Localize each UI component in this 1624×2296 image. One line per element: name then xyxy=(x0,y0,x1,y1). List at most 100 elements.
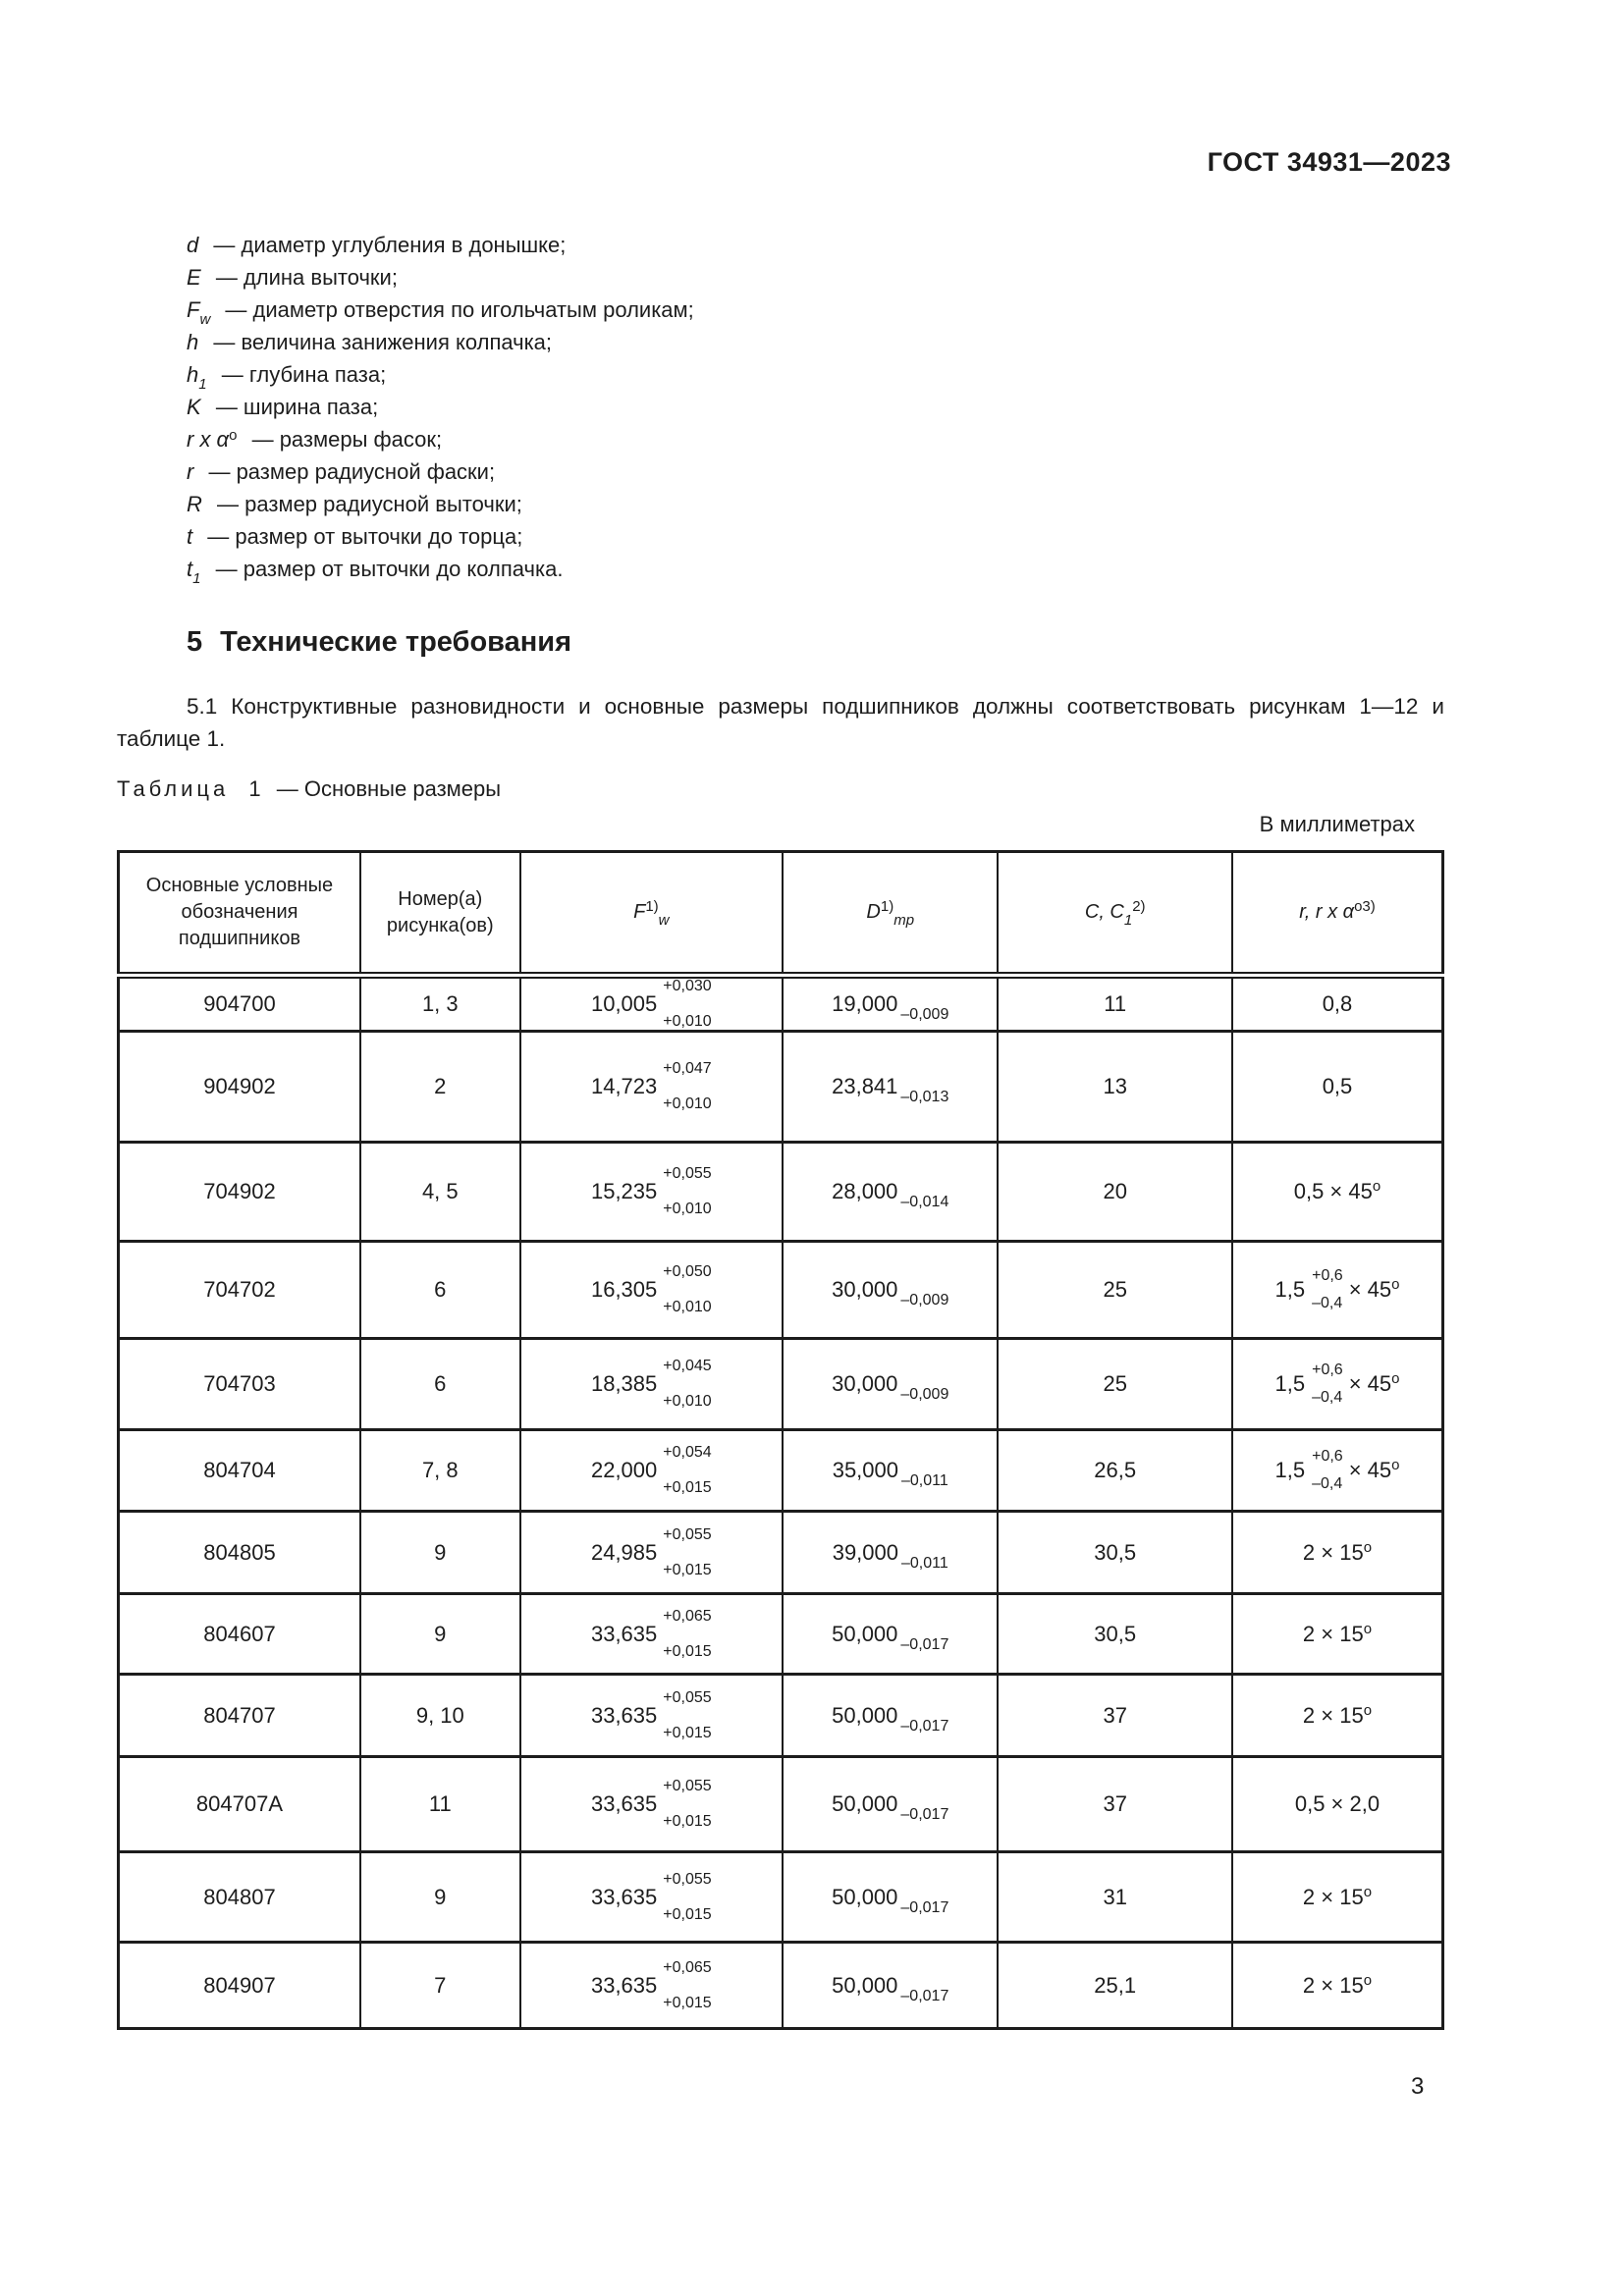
cell-f-diameter: 18,385 +0,045 +0,010 xyxy=(518,1337,785,1431)
definition-item: h — величина занижения колпачка; xyxy=(187,326,694,358)
cell-chamfer: 0,5 xyxy=(1230,1030,1444,1144)
cell-c-width: 20 xyxy=(997,1141,1233,1243)
f-tolerance: +0,054 +0,015 xyxy=(663,1445,711,1496)
d-tolerance: –0,017 xyxy=(900,1987,949,2004)
f-tolerance-lower: +0,010 xyxy=(663,1393,712,1410)
d-tolerance: –0,009 xyxy=(900,1006,949,1024)
f-tolerance-lower: +0,015 xyxy=(663,1479,712,1496)
f-value: 10,005 xyxy=(590,991,658,1016)
f-tolerance: +0,055 +0,015 xyxy=(663,1779,711,1830)
d-tolerance: –0,017 xyxy=(900,1717,949,1735)
definition-item: t — размер от выточки до торца; xyxy=(187,520,694,553)
degree-sign: o xyxy=(1391,1275,1400,1293)
f-tolerance-upper: +0,055 xyxy=(663,1525,712,1543)
table-header-row: Основные условные обозначения подшипнико… xyxy=(117,850,1444,979)
degree-sign: o xyxy=(1372,1178,1381,1196)
cell-d-diameter: 50,000 –0,017 xyxy=(781,1850,1000,1944)
f-tolerance-lower: +0,015 xyxy=(663,1561,712,1578)
f-tolerance-upper: +0,055 xyxy=(663,1688,712,1706)
d-tolerance: –0,009 xyxy=(900,1386,949,1404)
table-row: 804607 9 33,635 +0,065 +0,015 50,000 –0,017… xyxy=(117,1592,1444,1676)
chamfer-value: 1,5 xyxy=(1274,1458,1306,1482)
table-row: 904902 2 14,723 +0,047 +0,010 23,841 –0,013… xyxy=(117,1030,1444,1144)
f-tolerance-lower: +0,015 xyxy=(663,1905,712,1923)
cell-figure-number: 7 xyxy=(358,1941,521,2030)
d-tolerance: –0,017 xyxy=(900,1635,949,1653)
cell-d-diameter: 50,000 –0,017 xyxy=(781,1592,1000,1676)
f-value: 33,635 xyxy=(590,1621,658,1646)
cell-c-width: 31 xyxy=(997,1850,1233,1944)
section-heading: 5 Технические требования xyxy=(187,626,571,659)
f-tolerance: +0,047 +0,010 xyxy=(663,1061,711,1112)
definition-item: R — размер радиусной выточки; xyxy=(187,488,694,520)
header-chamfer: r, r x αo3) xyxy=(1230,850,1444,979)
cell-f-diameter: 33,635 +0,065 +0,015 xyxy=(518,1941,785,2030)
cell-c-width: 25,1 xyxy=(997,1941,1233,2030)
cell-chamfer: 0,5 × 45o xyxy=(1230,1141,1444,1243)
dimensions-table: Основные условные обозначения подшипнико… xyxy=(117,850,1444,2030)
cell-figure-number: 4, 5 xyxy=(358,1141,521,1243)
cell-d-diameter: 23,841 –0,013 xyxy=(781,1030,1000,1144)
cell-d-diameter: 19,000 –0,009 xyxy=(781,974,1000,1033)
f-tolerance-upper: +0,054 xyxy=(663,1444,712,1461)
page-number: 3 xyxy=(1411,2073,1425,2100)
f-tolerance-upper: +0,047 xyxy=(663,1060,712,1077)
f-tolerance: +0,055 +0,010 xyxy=(663,1166,711,1217)
cell-c-width: 37 xyxy=(997,1673,1233,1758)
chamfer-angle: × 45 xyxy=(1348,1458,1392,1482)
cell-f-diameter: 33,635 +0,055 +0,015 xyxy=(518,1673,785,1758)
cell-figure-number: 7, 8 xyxy=(358,1428,521,1513)
cell-designation: 804707 xyxy=(117,1673,361,1758)
cell-chamfer: 0,5 × 2,0 xyxy=(1230,1755,1444,1853)
f-tolerance-lower: +0,010 xyxy=(663,1201,712,1217)
cell-figure-number: 6 xyxy=(358,1337,521,1431)
definitions-list: d — диаметр углубления в донышке; E — дл… xyxy=(187,229,694,587)
cell-designation: 704703 xyxy=(117,1337,361,1431)
definition-symbol: Fw xyxy=(187,297,211,328)
cell-f-diameter: 16,305 +0,050 +0,010 xyxy=(518,1240,785,1340)
f-tolerance: +0,055 +0,015 xyxy=(663,1870,712,1923)
cell-chamfer: 2 × 15o xyxy=(1230,1510,1444,1595)
chamfer-tolerance-upper: +0,6 xyxy=(1312,1267,1343,1284)
definition-item: d — диаметр углубления в донышке; xyxy=(187,229,694,261)
chamfer-value: 2 × 15 xyxy=(1302,1703,1364,1729)
chamfer-value: 2 × 15 xyxy=(1302,1973,1364,1999)
f-tolerance-upper: +0,055 xyxy=(663,1870,712,1888)
chamfer-tolerance-lower: –0,4 xyxy=(1312,1475,1343,1492)
f-tolerance-upper: +0,055 xyxy=(663,1778,712,1794)
cell-f-diameter: 33,635 +0,065 +0,015 xyxy=(518,1592,785,1676)
table-row: 904700 1, 3 10,005 +0,030 +0,010 19,000 –0,… xyxy=(117,974,1444,1033)
f-tolerance-lower: +0,010 xyxy=(663,1095,712,1112)
f-tolerance: +0,055 +0,015 xyxy=(663,1525,712,1578)
cell-chamfer: 2 × 15o xyxy=(1230,1673,1444,1758)
d-value: 35,000 xyxy=(832,1458,898,1483)
d-value: 50,000 xyxy=(832,1622,898,1647)
chamfer-value: 2 × 15 xyxy=(1302,1622,1364,1647)
degree-sign: o xyxy=(1363,1883,1373,1900)
d-tolerance: –0,011 xyxy=(901,1472,948,1490)
definition-text: — длина выточки; xyxy=(215,265,398,290)
d-value: 50,000 xyxy=(832,1885,898,1910)
chamfer-value: 0,5 × 2,0 xyxy=(1294,1791,1380,1817)
d-value: 50,000 xyxy=(832,1791,898,1817)
chamfer-value: 0,5 xyxy=(1322,1074,1353,1099)
units-note: В миллиметрах xyxy=(1259,812,1415,836)
d-value: 50,000 xyxy=(832,1703,898,1729)
cell-c-width: 30,5 xyxy=(997,1510,1233,1595)
table-caption-label: Таблица 1 xyxy=(117,776,265,801)
cell-d-diameter: 39,000 –0,011 xyxy=(781,1510,1000,1595)
chamfer-tolerance-upper: +0,6 xyxy=(1312,1362,1343,1378)
definition-symbol: d xyxy=(187,233,199,257)
chamfer-angle: × 45 xyxy=(1348,1371,1392,1396)
cell-figure-number: 9 xyxy=(358,1850,521,1944)
table-header: Основные условные обозначения подшипнико… xyxy=(117,850,1444,979)
cell-figure-number: 9, 10 xyxy=(358,1673,521,1758)
cell-chamfer: 2 × 15o xyxy=(1230,1850,1444,1944)
degree-sign: o xyxy=(1391,1369,1400,1387)
cell-chamfer: 2 × 15o xyxy=(1230,1941,1444,2030)
f-tolerance-lower: +0,015 xyxy=(663,1994,712,2011)
cell-chamfer: 1,5 +0,6 –0,4 × 45o xyxy=(1230,1240,1444,1340)
cell-c-width: 13 xyxy=(997,1030,1233,1144)
chamfer-value: 0,8 xyxy=(1322,991,1353,1017)
